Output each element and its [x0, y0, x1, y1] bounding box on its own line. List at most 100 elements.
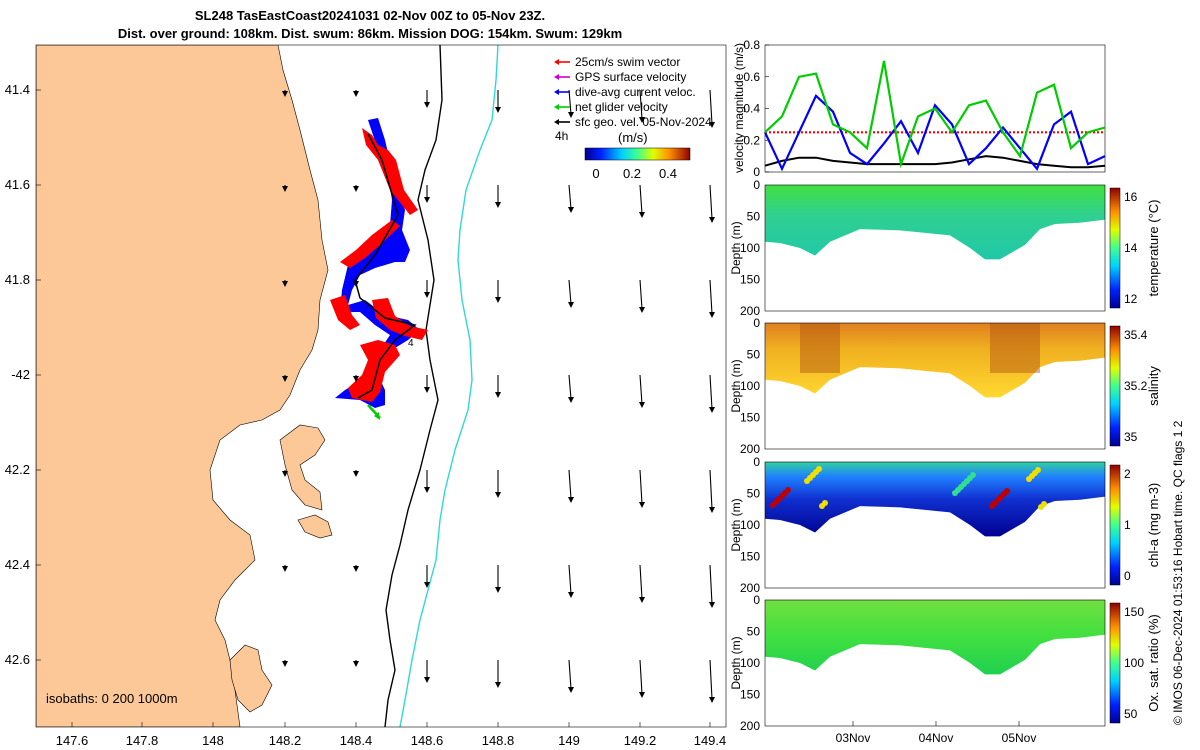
- sfc-geo-vector-head: [639, 212, 645, 218]
- sfc-geo-vector-head: [568, 497, 574, 503]
- depth-tick-label: 200: [740, 719, 760, 733]
- section-data-field: [765, 600, 1105, 675]
- sfc-geo-vector: [639, 184, 643, 215]
- colorbar-unit: (m/s): [618, 130, 648, 145]
- sfc-geo-vector-head: [353, 376, 359, 382]
- map-x-tick-label: 147.8: [126, 733, 159, 748]
- speed-colorbar-ticks: 0 0.2 0.4: [592, 166, 677, 181]
- sfc-geo-vector-head: [282, 376, 288, 382]
- time-tick-label: 05Nov: [1002, 731, 1037, 745]
- sfc-geo-vector-head: [424, 387, 430, 393]
- section-colorbar-label: Ox. sat. ratio (%): [1146, 614, 1161, 712]
- section-colorbar-tick-label: 16: [1124, 190, 1138, 204]
- section-colorbar-tick-label: 150: [1124, 605, 1144, 619]
- section-data-field: [765, 185, 1105, 260]
- section-frame: [764, 461, 1106, 589]
- section-feature: [800, 323, 840, 373]
- sfc-geo-vector: [639, 564, 643, 600]
- depth-tick-label: 0: [753, 455, 760, 469]
- maria-island: [229, 644, 273, 713]
- map-y-axis: 41.4 41.6 41.8 -42 42.2 42.4 42.6: [5, 82, 41, 667]
- legend-swatch-arrowhead: [554, 74, 559, 80]
- depth-tick-label: 100: [740, 379, 760, 393]
- depth-tick-label: 200: [740, 304, 760, 318]
- section-colorbar: [1109, 187, 1121, 309]
- sfc-geo-vector: [568, 279, 572, 305]
- sfc-geo-vector-head: [639, 502, 645, 508]
- depth-tick-label: 150: [740, 273, 760, 287]
- map-y-tick-label: 42.6: [5, 652, 30, 667]
- sfc-geo-vector: [568, 374, 572, 400]
- section-panel-temperature: 0 50 100 150 200 Depth (m) 12 14 16 temperature (…: [729, 178, 1161, 318]
- legend-swatch-arrowhead: [554, 89, 559, 95]
- sfc-geo-vector-head: [568, 687, 574, 693]
- sfc-geo-vector: [639, 89, 643, 120]
- sfc-geo-vector-head: [424, 197, 430, 203]
- depth-axis-label: Depth (m): [729, 636, 743, 689]
- legend-entry-label: net glider velocity: [575, 100, 668, 114]
- sfc-geo-vector-head: [639, 597, 645, 603]
- tasmania-land: [36, 45, 329, 727]
- sfc-geo-vector-head: [495, 682, 501, 688]
- isobaths-label: isobaths: 0 200 1000m: [46, 691, 178, 706]
- velocity-series-line: [764, 155, 1106, 169]
- surface-geostrophic-vector-field: [282, 89, 715, 703]
- section-feature: [1020, 323, 1040, 373]
- legend-entry-label: dive-avg current veloc.: [575, 85, 696, 99]
- sfc-geo-vector-head: [495, 297, 501, 303]
- sfc-geo-vector-head: [424, 292, 430, 298]
- map-y-tick-label: 41.6: [5, 177, 30, 192]
- sfc-geo-vector-head: [353, 566, 359, 572]
- section-frame: [764, 322, 1106, 450]
- section-colorbar-tick-label: 14: [1124, 241, 1138, 255]
- velocity-y-tick-label: 0.6: [743, 70, 760, 84]
- sfc-geo-vector: [568, 564, 572, 595]
- depth-tick-label: 200: [740, 581, 760, 595]
- legend-swatch-arrowhead: [554, 104, 559, 110]
- sfc-geo-vector-head: [282, 661, 288, 667]
- map-x-tick-label: 149.4: [694, 733, 727, 748]
- map-x-tick-label: 149: [558, 733, 580, 748]
- net-glider-velocity-arrowhead: [374, 412, 380, 420]
- isobath-1000m: [399, 45, 499, 727]
- sfc-geo-vector: [709, 469, 713, 510]
- chla-sample-dot: [785, 487, 791, 493]
- sfc-geo-vector-head: [424, 677, 430, 683]
- copyright-footer: © IMOS 06-Dec-2024 01:53:16 Hobart time.…: [1171, 420, 1185, 725]
- section-data-field: [765, 462, 1105, 537]
- sfc-geo-vector-head: [353, 471, 359, 477]
- sfc-geo-vector-head: [709, 312, 715, 318]
- section-colorbar-label: temperature (°C): [1146, 200, 1161, 297]
- time-axis: 03Nov 04Nov 05Nov: [836, 721, 1037, 745]
- legend-entry-label: 25cm/s swim vector: [575, 55, 680, 69]
- section-colorbar-tick-label: 35.4: [1124, 328, 1148, 342]
- legend-time-step: 4h: [555, 129, 568, 143]
- velocity-y-tick-label: 0.2: [743, 133, 760, 147]
- depth-tick-label: 100: [740, 518, 760, 532]
- section-colorbar-tick-label: 1: [1124, 518, 1131, 532]
- depth-tick-label: 150: [740, 411, 760, 425]
- depth-tick-label: 200: [740, 442, 760, 456]
- sfc-geo-vector-head: [282, 91, 288, 97]
- sfc-geo-vector: [639, 279, 643, 310]
- sfc-geo-vector-head: [568, 397, 574, 403]
- section-colorbar-label: salinity: [1146, 366, 1161, 406]
- sfc-geo-vector: [709, 659, 713, 700]
- depth-axis-label: Depth (m): [729, 359, 743, 412]
- sfc-geo-vector: [568, 89, 572, 115]
- speed-colorbar: [584, 147, 691, 161]
- depth-tick-label: 50: [747, 625, 761, 639]
- map-panel: 4 147.6 147.8 148 148.2 148.4 148.6 148.8 149 14…: [5, 44, 727, 748]
- depth-tick-label: 0: [753, 593, 760, 607]
- sfc-geo-vector: [568, 469, 572, 500]
- section-colorbar-tick-label: 35.2: [1124, 379, 1148, 393]
- depth-tick-label: 50: [747, 487, 761, 501]
- section-panel-salinity: 0 50 100 150 200 Depth (m) 35 35.2 35.4 salinity: [729, 316, 1161, 456]
- section-panel-chla: 0 50 100 150 200 Depth (m) 0 1 2 chl-a (mg m-3): [729, 455, 1161, 595]
- sfc-geo-vector-head: [495, 587, 501, 593]
- depth-tick-label: 150: [740, 688, 760, 702]
- map-y-tick-label: 41.8: [5, 272, 30, 287]
- sfc-geo-vector-head: [282, 471, 288, 477]
